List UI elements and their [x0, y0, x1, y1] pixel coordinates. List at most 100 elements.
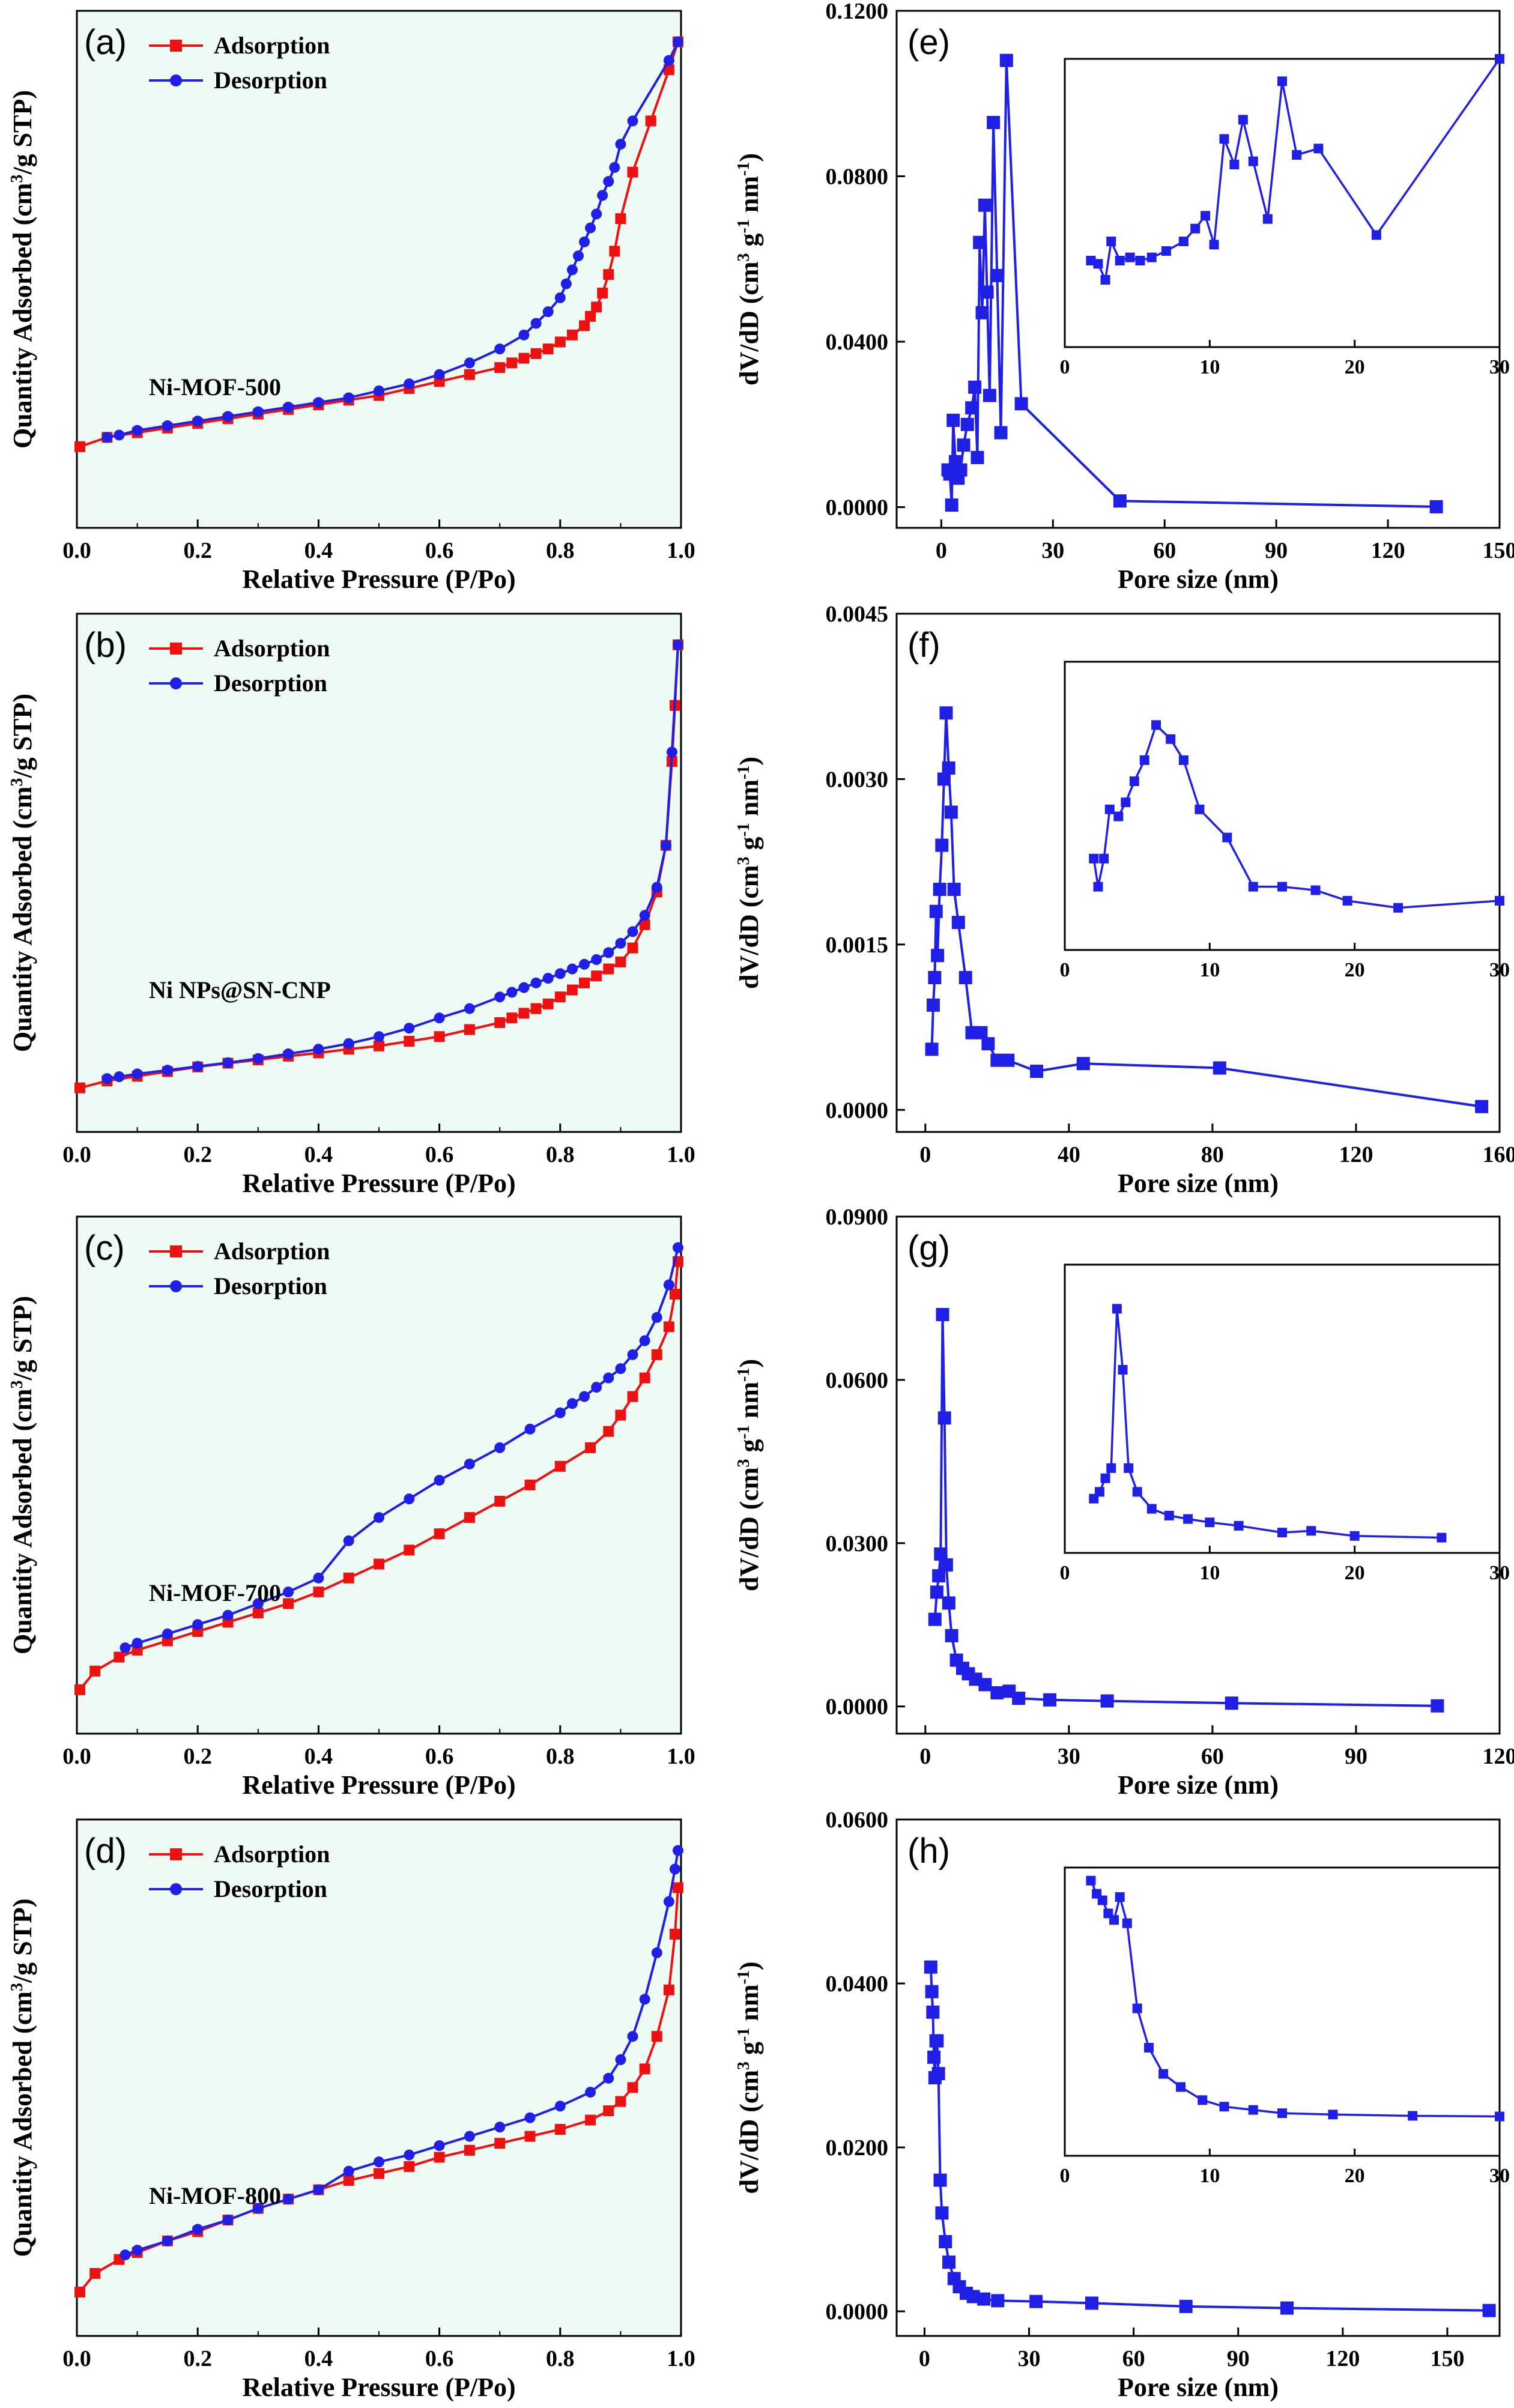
psd-point — [960, 417, 974, 431]
desorption-point — [120, 2249, 131, 2260]
adsorption-point — [651, 1349, 662, 1360]
desorption-point — [663, 55, 674, 66]
desorption-point — [192, 1060, 204, 1072]
desorption-point — [252, 1598, 264, 1609]
psd-point — [1029, 2295, 1043, 2308]
inset-point — [1158, 2069, 1169, 2079]
inset-point — [1099, 853, 1109, 864]
x-tick-label: 1.0 — [667, 1744, 695, 1769]
desorption-point — [162, 1065, 173, 1076]
x-axis-title: Pore size (nm) — [1118, 564, 1279, 594]
desorption-point — [554, 968, 566, 979]
adsorption-point — [114, 1651, 125, 1663]
psd-point — [975, 306, 989, 319]
y-axis-title-superscript: -1 — [734, 2028, 753, 2042]
adsorption-point — [506, 357, 518, 369]
inset-point — [1306, 1526, 1316, 1536]
desorption-point — [651, 1311, 662, 1323]
desorption-point — [162, 420, 173, 431]
desorption-point — [518, 982, 530, 993]
adsorption-point — [518, 352, 530, 364]
inset-point — [1106, 237, 1116, 246]
x-tick-label: 160 — [1483, 1142, 1514, 1167]
psd-point — [1213, 1061, 1226, 1075]
adsorption-point — [343, 2175, 354, 2186]
desorption-point — [192, 1619, 204, 1630]
y-axis-title-part: dV/dD (cm — [734, 865, 764, 989]
y-tick-label: 0.0600 — [826, 1808, 889, 1833]
inset-5: 0 10 20 30 — [1060, 661, 1510, 981]
x-tick-label: 0.0 — [62, 1142, 91, 1167]
inset-x-tick-label: 20 — [1345, 2165, 1365, 2187]
legend-marker — [170, 1245, 182, 1257]
desorption-point — [651, 882, 662, 893]
adsorption-point — [585, 2114, 596, 2126]
y-tick-label: 0.0000 — [826, 1098, 889, 1123]
inset-point — [1104, 804, 1115, 814]
legend-marker — [170, 643, 182, 655]
desorption-point — [434, 369, 445, 380]
desorption-point — [222, 411, 234, 422]
legend-label: Desorption — [214, 1272, 327, 1299]
psd-point — [931, 2067, 945, 2081]
psd-point — [973, 235, 987, 249]
desorption-point — [672, 1242, 683, 1253]
desorption-point — [120, 1642, 131, 1654]
sample-label: Ni-MOF-500 — [149, 374, 281, 401]
y-axis-title-superscript: -1 — [734, 766, 753, 779]
y-axis-title-superscript: 3 — [734, 1459, 753, 1467]
plot-frame — [76, 613, 682, 1133]
legend-label: Adsorption — [214, 32, 330, 59]
desorption-point — [627, 115, 638, 127]
x-tick-label: 0.8 — [546, 538, 575, 563]
adsorption-point — [554, 1460, 566, 1472]
inset-x-tick-label: 10 — [1199, 356, 1220, 378]
psd-point — [1100, 1694, 1114, 1708]
psd-point — [939, 2235, 952, 2249]
desorption-point — [554, 292, 566, 303]
psd-point — [937, 772, 951, 786]
panel-label: (c) — [84, 1229, 125, 1268]
panel-label: (a) — [84, 23, 127, 62]
y-axis-title-superscript: 3 — [8, 175, 26, 183]
adsorption-point — [494, 1017, 506, 1028]
adsorption-point — [603, 1426, 614, 1437]
adsorption-point — [663, 1321, 674, 1333]
inset-point — [1277, 882, 1287, 892]
legend-label: Adsorption — [214, 1841, 330, 1868]
psd-point — [954, 463, 967, 477]
inset-point — [1408, 2111, 1418, 2121]
inset-7: 0 10 20 30 — [1060, 1866, 1510, 2187]
inset-x-tick-label: 10 — [1199, 1562, 1220, 1584]
inset-point — [1132, 2003, 1142, 2013]
isotherm-panel-2: 0.0 0.2 0.4 0.6 0.8 1.0 (c) Adsorption Desorptio… — [62, 1215, 695, 1800]
psd-line — [946, 60, 1437, 508]
inset-point — [1195, 804, 1205, 814]
inset-frame — [1064, 661, 1501, 951]
y-axis-title-part: /g STP) — [8, 694, 37, 779]
inset-x-tick-label: 30 — [1489, 959, 1510, 981]
desorption-point — [627, 926, 638, 937]
y-axis-title-part: /g STP) — [8, 1898, 37, 1983]
adsorption-point — [566, 329, 578, 340]
x-tick-label: 0.6 — [425, 538, 454, 563]
desorption-point — [639, 910, 650, 921]
x-tick-label: 0.4 — [304, 1142, 333, 1167]
inset-x-tick-label: 10 — [1199, 2165, 1220, 2187]
adsorption-point — [494, 2138, 506, 2149]
y-tick-label: 0.0400 — [826, 1971, 889, 1997]
desorption-point — [663, 1279, 674, 1290]
psd-point — [1113, 494, 1127, 508]
desorption-point — [192, 416, 204, 427]
y-axis-title-part: Quantity Adsorbed (cm — [8, 1389, 37, 1654]
psd-point — [933, 2173, 947, 2187]
desorption-point — [434, 2140, 445, 2152]
desorption-point — [524, 1423, 536, 1435]
legend-label: Desorption — [214, 1875, 327, 1902]
inset-point — [1178, 755, 1188, 765]
adsorption-point — [542, 343, 554, 355]
psd-point — [937, 1411, 951, 1425]
adsorption-point — [603, 963, 614, 975]
y-tick-label: 0.0800 — [826, 165, 889, 190]
adsorption-point — [627, 2082, 638, 2093]
